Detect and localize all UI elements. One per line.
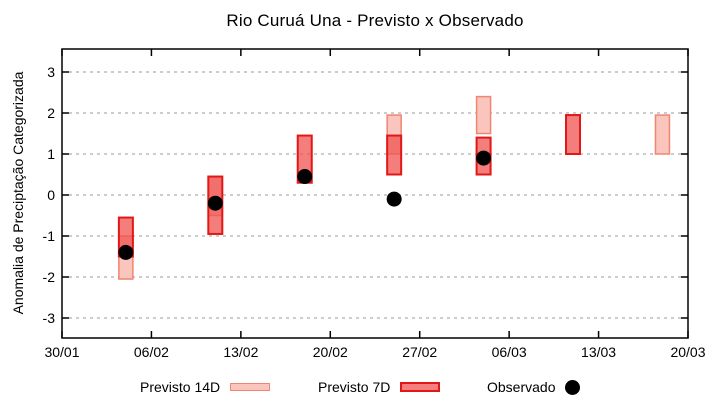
previsto-14d-swatch (230, 383, 271, 391)
previsto-14d-box-04/03 (475, 95, 492, 135)
x-tick-label-20/02: 20/02 (313, 344, 348, 360)
legend-item-previsto-14d: Previsto 14D (140, 378, 271, 396)
observado-point-25/02 (386, 191, 402, 207)
x-tick-label-13/03: 13/03 (581, 344, 616, 360)
x-tick-label-27/02: 27/02 (402, 344, 437, 360)
y-tick-label-3: 3 (47, 64, 55, 80)
observado-swatch (565, 379, 581, 395)
previsto-7d-swatch (400, 382, 441, 392)
observado-point-04/02 (118, 244, 134, 260)
x-tick-label-13/02: 13/02 (223, 344, 258, 360)
previsto-7d-box-11/03 (565, 114, 582, 156)
x-tick-label-30/01: 30/01 (44, 344, 79, 360)
x-tick-label-06/02: 06/02 (134, 344, 169, 360)
y-tick-label-2: 2 (47, 105, 55, 121)
x-tick-label-06/03: 06/03 (492, 344, 527, 360)
legend-item-previsto-7d: Previsto 7D (318, 378, 441, 396)
observado-point-18/02 (297, 169, 313, 185)
legend-label-observado: Observado (487, 379, 556, 395)
previsto-14d-box-18/03 (654, 114, 671, 155)
legend-item-observado: Observado (487, 378, 581, 396)
plot-border (61, 48, 689, 339)
observado-point-11/02 (207, 195, 223, 211)
observado-point-04/03 (476, 150, 492, 166)
y-tick-label--2: -2 (43, 269, 56, 285)
legend-label-previsto-7d: Previsto 7D (318, 379, 391, 395)
y-tick-label--3: -3 (43, 310, 56, 326)
x-tick-label-20/03: 20/03 (670, 344, 705, 360)
y-tick-label-1: 1 (47, 146, 55, 162)
legend-label-previsto-14d: Previsto 14D (140, 379, 221, 395)
chart-title: Rio Curuá Una - Previsto x Observado (226, 11, 524, 30)
y-tick-label--1: -1 (43, 228, 56, 244)
y-tick-label-0: 0 (47, 187, 55, 203)
previsto-7d-box-25/02 (386, 134, 403, 176)
legend: Previsto 14D Previsto 7D Observado (0, 378, 720, 396)
